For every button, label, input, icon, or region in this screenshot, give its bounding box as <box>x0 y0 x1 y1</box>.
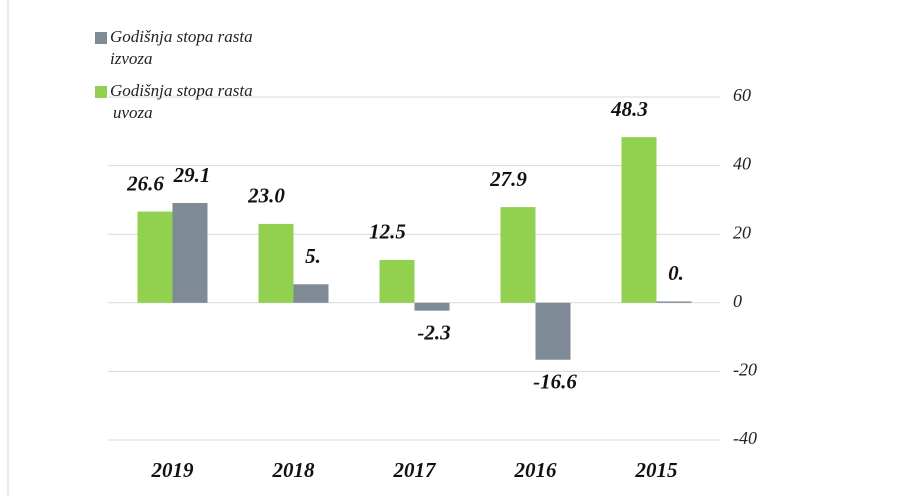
data-label: -16.6 <box>533 370 577 394</box>
bar <box>535 302 571 360</box>
legend-swatch <box>95 86 107 98</box>
bar <box>258 223 294 303</box>
x-tick-label: 2019 <box>151 458 195 482</box>
x-tick-label: 2017 <box>393 458 438 482</box>
data-label: 26.6 <box>126 171 164 195</box>
data-label: 5. <box>305 244 321 268</box>
data-label: 0. <box>668 261 684 285</box>
data-label: 48.3 <box>610 97 648 121</box>
data-label: 27.9 <box>489 167 527 191</box>
data-label: 23.0 <box>247 184 285 208</box>
bar <box>172 202 208 303</box>
x-tick-label: 2018 <box>272 458 316 482</box>
data-label: 12.5 <box>369 220 406 244</box>
data-label: -2.3 <box>417 321 450 345</box>
y-tick-label: 0 <box>733 291 742 311</box>
data-label: 29.1 <box>173 163 211 187</box>
bar <box>379 259 415 303</box>
y-tick-label: 60 <box>733 85 751 105</box>
bar <box>500 207 536 303</box>
legend-swatch <box>95 32 107 44</box>
legend-label: Godišnja stopa rasta uvoza <box>110 81 253 122</box>
y-tick-label: -40 <box>733 428 757 448</box>
bar <box>137 211 173 303</box>
legend-label: Godišnja stopa rasta izvoza <box>110 27 253 68</box>
bar <box>293 284 329 303</box>
bar <box>621 137 657 303</box>
y-tick-label: 40 <box>733 154 751 174</box>
y-tick-label: 20 <box>733 222 751 242</box>
x-tick-label: 2015 <box>635 458 678 482</box>
x-tick-label: 2016 <box>514 458 558 482</box>
y-tick-label: -20 <box>733 360 757 380</box>
bar <box>656 301 692 303</box>
bar <box>414 302 450 311</box>
